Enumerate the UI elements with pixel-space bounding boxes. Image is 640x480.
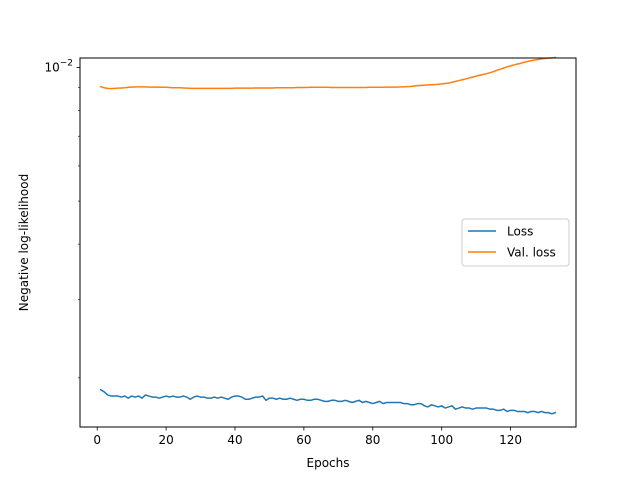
x-tick-label: 20 bbox=[158, 433, 173, 447]
x-tick-label: 80 bbox=[365, 433, 380, 447]
legend-label-loss: Loss bbox=[507, 225, 533, 239]
y-axis: 10−2 bbox=[44, 58, 80, 379]
x-tick-label: 120 bbox=[499, 433, 522, 447]
y-tick-label: 10−2 bbox=[44, 58, 73, 74]
series-layer bbox=[99, 56, 557, 415]
x-tick-label: 60 bbox=[296, 433, 311, 447]
plot-area bbox=[79, 56, 577, 428]
legend-label-val-loss: Val. loss bbox=[507, 246, 556, 260]
x-tick-label: 0 bbox=[93, 433, 101, 447]
x-axis: 0 20 40 60 80 100 120 bbox=[93, 427, 522, 447]
plot-frame bbox=[79, 57, 577, 428]
x-tick-label: 40 bbox=[227, 433, 242, 447]
y-axis-label: Negative log-likelihood bbox=[17, 174, 31, 311]
x-axis-label: Epochs bbox=[307, 456, 350, 470]
x-tick-label: 100 bbox=[430, 433, 453, 447]
legend: Loss Val. loss bbox=[461, 218, 570, 267]
series-line-val-loss bbox=[99, 56, 557, 90]
series-line-loss bbox=[99, 388, 557, 415]
